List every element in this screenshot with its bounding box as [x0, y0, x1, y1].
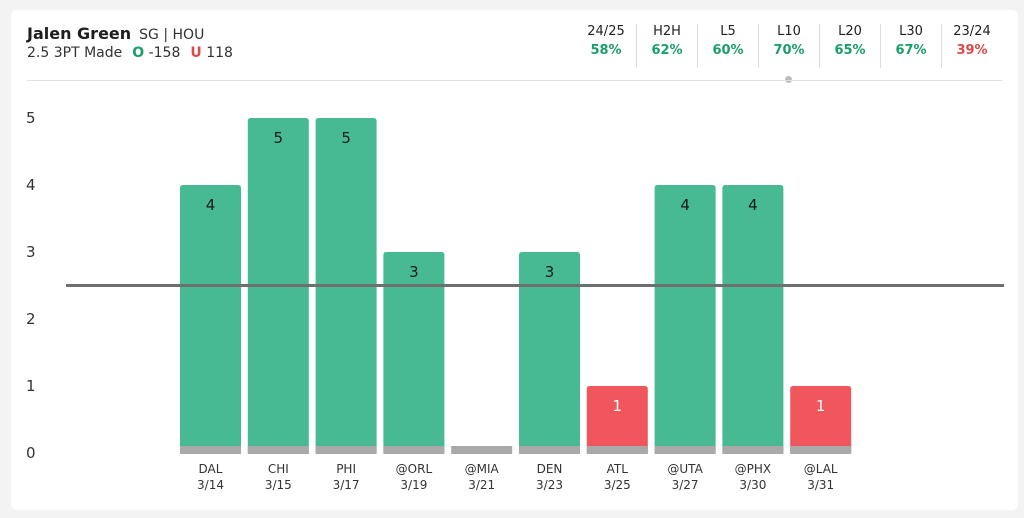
stat-tab-label: L10	[777, 24, 801, 39]
stat-tab-label: L5	[720, 24, 736, 39]
x-tick-opponent: DEN	[537, 462, 563, 476]
stat-tab-value: 67%	[895, 43, 927, 58]
stat-tab-l30[interactable]: L30 67%	[880, 24, 941, 68]
bar-value-label: 5	[274, 129, 284, 147]
over-label: O	[132, 45, 145, 61]
bar-base	[451, 446, 513, 454]
under-odds[interactable]: U 118	[190, 45, 233, 61]
bar-base	[790, 446, 852, 454]
bar-base	[586, 446, 648, 454]
stat-tab-label: L30	[899, 24, 923, 39]
bar-base	[247, 446, 309, 454]
x-tick-date: 3/31	[807, 478, 834, 492]
stat-tab-value: 60%	[712, 43, 744, 58]
x-tick-date: 3/27	[672, 478, 699, 492]
bar[interactable]	[180, 185, 241, 453]
x-tick-date: 3/14	[197, 478, 224, 492]
x-tick-opponent: @UTA	[667, 462, 703, 476]
bar[interactable]	[722, 185, 784, 453]
over-odds-value: -158	[148, 45, 181, 61]
prop-label: 2.5 3PT Made	[27, 45, 123, 61]
player-header: Jalen Green SG | HOU	[27, 24, 204, 43]
bar-base	[722, 446, 784, 454]
bar-value-label: 1	[816, 397, 826, 415]
stat-tab-label: 23/24	[953, 24, 991, 39]
x-tick-opponent: @MIA	[465, 462, 500, 476]
bar[interactable]	[790, 386, 852, 453]
bar-value-label: 1	[613, 397, 623, 415]
bar-value-label: 4	[206, 196, 216, 214]
stat-tab-value: 62%	[651, 43, 683, 58]
x-tick-date: 3/30	[739, 478, 766, 492]
y-tick-label: 0	[26, 444, 36, 462]
prop-card: Jalen Green SG | HOU 2.5 3PT Made O -158…	[11, 10, 1018, 510]
bar-base	[654, 446, 716, 454]
bar-value-label: 4	[680, 196, 690, 214]
x-tick-opponent: @PHX	[735, 462, 771, 476]
bar[interactable]	[654, 185, 716, 453]
bar-base	[180, 446, 241, 454]
x-tick-date: 3/21	[468, 478, 495, 492]
x-tick-opponent: DAL	[199, 462, 223, 476]
x-tick-date: 3/17	[333, 478, 360, 492]
bar-base	[519, 446, 580, 454]
stat-tab-value: 58%	[590, 43, 622, 58]
y-tick-label: 4	[26, 176, 36, 194]
bar-base	[383, 446, 445, 454]
x-tick-opponent: @LAL	[804, 462, 838, 476]
bar[interactable]	[519, 252, 580, 453]
stat-tab-label: H2H	[653, 24, 681, 39]
x-tick-opponent: PHI	[336, 462, 356, 476]
x-tick-date: 3/15	[265, 478, 292, 492]
x-tick-date: 3/19	[400, 478, 427, 492]
bar-value-label: 3	[545, 263, 555, 281]
over-odds[interactable]: O -158	[132, 45, 180, 61]
under-label: U	[190, 45, 202, 61]
stat-tab-l10[interactable]: L10 70%	[758, 24, 819, 83]
hit-rate-tabs: 24/25 58% H2H 62% L5 60% L10 70% L20 65% L30 67% 23/…	[576, 24, 1002, 83]
stat-tab-23-24[interactable]: 23/24 39%	[941, 24, 1002, 68]
y-tick-label: 3	[26, 243, 36, 261]
x-tick-opponent: ATL	[607, 462, 629, 476]
player-name[interactable]: Jalen Green	[27, 24, 132, 43]
x-tick-opponent: CHI	[268, 462, 289, 476]
stat-tab-l20[interactable]: L20 65%	[819, 24, 880, 68]
bar[interactable]	[586, 386, 648, 453]
bar-value-label: 4	[748, 196, 758, 214]
under-odds-value: 118	[206, 45, 233, 61]
prop-line-row: 2.5 3PT Made O -158 U 118	[27, 45, 233, 61]
selected-indicator	[785, 76, 792, 83]
bar-base	[315, 446, 377, 454]
x-tick-date: 3/25	[604, 478, 631, 492]
stat-tab-label: L20	[838, 24, 862, 39]
stat-tab-l5[interactable]: L5 60%	[697, 24, 758, 68]
y-tick-label: 1	[26, 377, 36, 395]
stat-tab-value: 65%	[834, 43, 866, 58]
bar[interactable]	[383, 252, 445, 453]
stat-tab-label: 24/25	[587, 24, 625, 39]
bar-value-label: 3	[409, 263, 419, 281]
y-tick-label: 2	[26, 310, 36, 328]
x-tick-date: 3/23	[536, 478, 563, 492]
header-divider	[27, 80, 1002, 81]
player-position-team: SG | HOU	[139, 27, 205, 43]
x-tick-opponent: @ORL	[396, 462, 433, 476]
stat-tab-24-25[interactable]: 24/25 58%	[576, 24, 636, 68]
stat-tab-h2h[interactable]: H2H 62%	[636, 24, 697, 68]
stat-tab-value: 70%	[773, 43, 805, 58]
bar-value-label: 5	[341, 129, 351, 147]
stat-tab-value: 39%	[956, 43, 988, 58]
y-tick-label: 5	[26, 109, 36, 127]
